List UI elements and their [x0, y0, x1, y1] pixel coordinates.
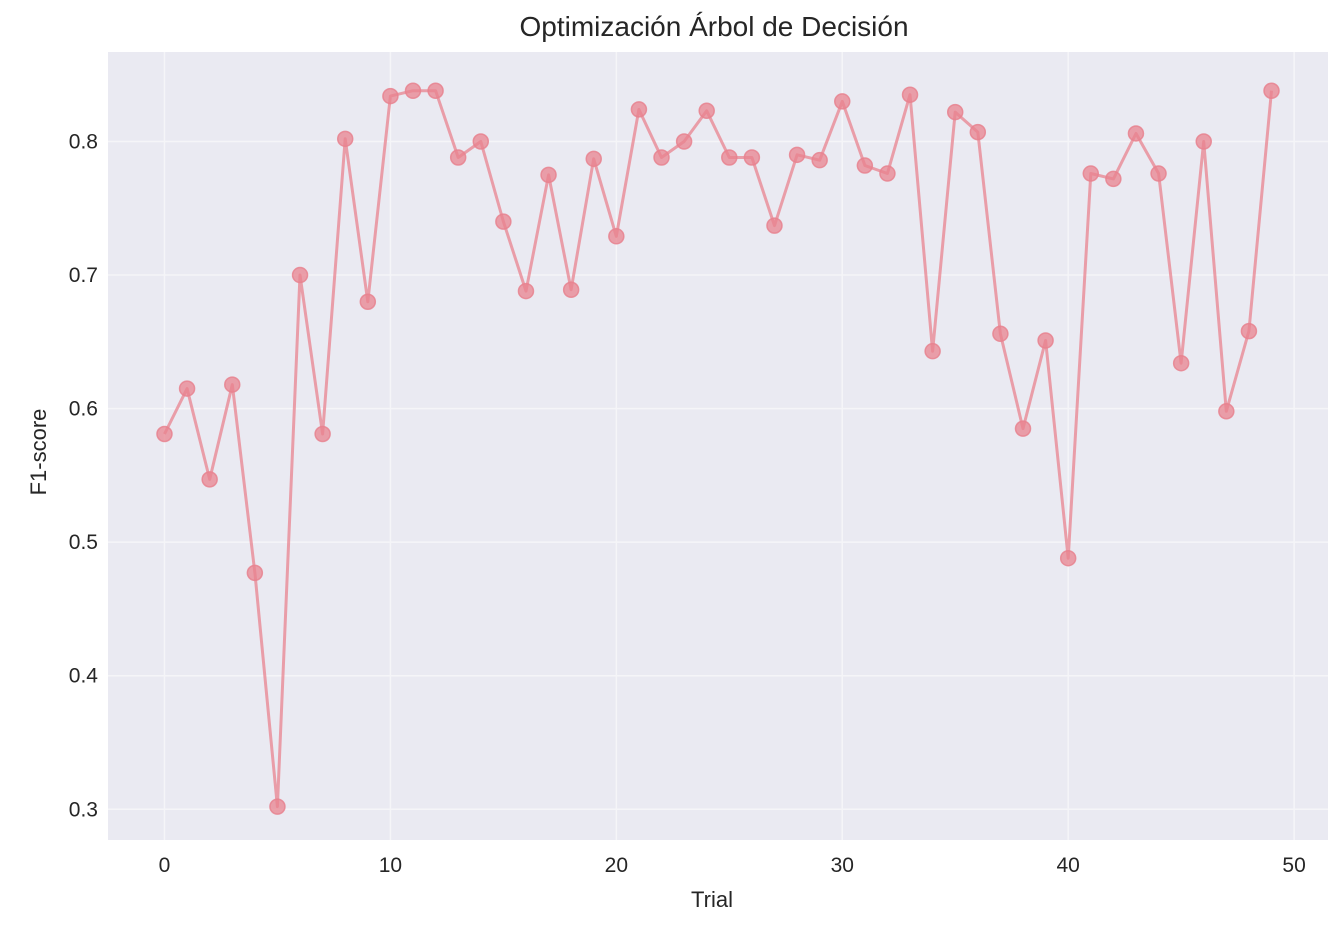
data-point [946, 103, 964, 121]
data-point [336, 130, 354, 148]
x-grid [163, 52, 1295, 840]
data-point [788, 146, 806, 164]
x-tick-label: 30 [831, 854, 854, 877]
x-tick-label: 50 [1282, 854, 1305, 877]
y-tick-label: 0.5 [69, 531, 98, 554]
data-point [924, 342, 941, 360]
data-point [449, 149, 467, 166]
data-point [291, 266, 309, 284]
data-point [879, 165, 896, 182]
data-point [156, 425, 173, 443]
x-tick-label: 20 [605, 854, 628, 877]
data-point [698, 102, 715, 120]
data-point [721, 149, 738, 166]
data-point [766, 217, 783, 234]
data-point [856, 157, 874, 174]
x-tick-label: 40 [1057, 854, 1080, 877]
data-point [1014, 420, 1032, 437]
data-point [201, 471, 218, 488]
data-point [517, 282, 535, 300]
data-point [675, 133, 693, 150]
data-point [901, 86, 919, 103]
y-tick-label: 0.4 [69, 665, 99, 688]
data-point [224, 376, 241, 393]
data-point [178, 380, 196, 397]
chart-title: Optimización Árbol de Decisión [519, 11, 908, 42]
data-point [1037, 332, 1054, 349]
data-point [992, 325, 1009, 343]
data-point [1059, 549, 1077, 567]
data-point [246, 564, 264, 582]
y-tick-label: 0.8 [69, 130, 98, 153]
data-point [630, 101, 648, 118]
data-point [404, 82, 422, 99]
x-tick-label: 10 [379, 854, 402, 877]
data-point [427, 82, 444, 99]
data-point [1150, 165, 1167, 182]
plot-background [108, 52, 1328, 840]
data-point [562, 281, 580, 298]
x-tick-label: 0 [159, 854, 171, 877]
data-point [495, 213, 512, 230]
y-grid [108, 140, 1328, 811]
data-point [472, 133, 490, 150]
series-line [163, 89, 1273, 809]
data-point [1127, 125, 1145, 142]
data-point [359, 293, 377, 311]
data-point [1195, 133, 1212, 150]
data-point [969, 123, 987, 141]
data-point [540, 166, 557, 184]
y-tick-label: 0.3 [69, 798, 98, 821]
x-axis-label: Trial [691, 887, 733, 912]
data-point [743, 149, 761, 166]
series-points [156, 82, 1280, 815]
y-ticks: 0.3 0.4 0.5 0.6 0.7 0.8 [69, 130, 99, 821]
data-point [834, 93, 851, 110]
data-point [1105, 170, 1122, 188]
data-point [608, 228, 625, 245]
y-axis-label: F1-score [26, 409, 51, 496]
data-point [1240, 322, 1258, 340]
data-point [1172, 354, 1190, 372]
data-point [653, 149, 670, 166]
data-point [269, 798, 286, 815]
data-point [1263, 82, 1280, 99]
y-tick-label: 0.6 [69, 398, 98, 421]
y-tick-label: 0.7 [69, 264, 98, 287]
data-point [585, 150, 602, 168]
data-point [1082, 165, 1100, 182]
x-ticks: 0 10 20 30 40 50 [159, 854, 1306, 877]
data-point [1218, 403, 1235, 420]
data-point [314, 425, 331, 443]
data-point [382, 87, 399, 105]
data-point [811, 151, 828, 169]
